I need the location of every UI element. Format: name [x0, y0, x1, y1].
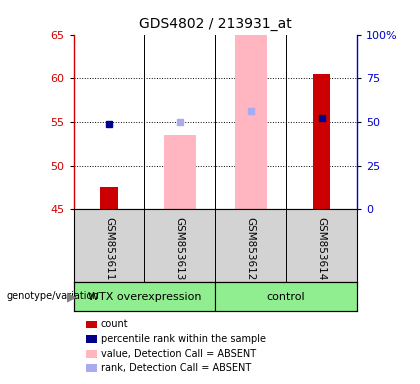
Bar — [215, 282, 357, 311]
Bar — [235, 35, 267, 209]
Text: value, Detection Call = ABSENT: value, Detection Call = ABSENT — [101, 349, 256, 359]
Bar — [74, 282, 215, 311]
Text: GSM853611: GSM853611 — [104, 217, 114, 280]
Text: control: control — [267, 291, 305, 302]
Text: WTX overexpression: WTX overexpression — [88, 291, 201, 302]
Text: GSM853613: GSM853613 — [175, 217, 185, 280]
Text: GSM853614: GSM853614 — [317, 217, 327, 280]
Text: rank, Detection Call = ABSENT: rank, Detection Call = ABSENT — [101, 363, 251, 373]
Text: ▶: ▶ — [67, 290, 77, 303]
Text: genotype/variation: genotype/variation — [6, 291, 99, 301]
Text: GSM853612: GSM853612 — [246, 217, 256, 280]
Text: percentile rank within the sample: percentile rank within the sample — [101, 334, 266, 344]
Text: count: count — [101, 319, 129, 329]
Bar — [313, 74, 331, 209]
Title: GDS4802 / 213931_at: GDS4802 / 213931_at — [139, 17, 291, 31]
Bar — [164, 135, 196, 209]
Bar — [100, 187, 118, 209]
